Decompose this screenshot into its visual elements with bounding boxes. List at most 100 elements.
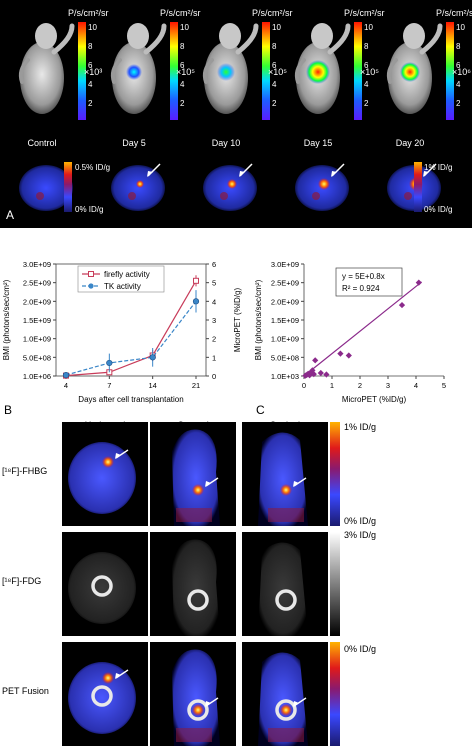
- y-tick-label: 1.5E+09: [271, 316, 299, 325]
- arrow-head-icon: [293, 701, 299, 707]
- pet-scale-bottom-right: 0% ID/g: [424, 205, 452, 214]
- panel-c-scatter-chart: 3.0E+09 2.5E+09 2.0E+09 1.5E+09 1.0E+09 5.0E+…: [254, 260, 446, 417]
- mouse-day-label: Control: [27, 138, 56, 148]
- panel-c-letter: C: [256, 403, 265, 417]
- mouse-head: [219, 23, 241, 49]
- regression-line: [303, 281, 422, 377]
- coronal-slice: [172, 539, 220, 636]
- panel-d: HorizontalCoronalSagittal[¹⁸F]-FHBG[¹⁸F]…: [0, 420, 472, 750]
- pet-scale-bar-right: [414, 162, 422, 212]
- x-tick-label: 3: [386, 381, 390, 390]
- tumor-hotspot: [102, 672, 114, 684]
- bli-scale-multiplier: ×10⁶: [452, 67, 471, 77]
- data-point: [149, 354, 156, 361]
- regression-equation: y = 5E+0.8x: [342, 272, 385, 281]
- y-tick-label: 2.0E+09: [271, 297, 299, 306]
- heart-ring: [187, 699, 209, 721]
- legend-label: TK activity: [104, 282, 141, 291]
- bli-scale-tick: 4: [272, 80, 277, 89]
- bli-scale-unit: P/s/cm²/sr: [252, 8, 293, 18]
- panel-b-line-chart: 3.0E+09 2.5E+09 2.0E+09 1.5E+09 1.0E+09 5.0E+…: [2, 260, 242, 417]
- pet-spine-signal: [36, 192, 44, 200]
- tumor-hotspot: [280, 704, 292, 716]
- row-label: PET Fusion: [2, 686, 49, 696]
- legend-marker: [88, 283, 94, 289]
- data-point: [106, 359, 113, 367]
- scale-top-label: 3% ID/g: [344, 530, 376, 540]
- bli-scale-unit: P/s/cm²/sr: [68, 8, 109, 18]
- right-tick-label: 6: [212, 260, 216, 269]
- bli-scale-tick: 10: [180, 23, 189, 32]
- bli-scale-tick: 2: [456, 99, 461, 108]
- axial-slice: [68, 442, 136, 514]
- left-tick-label: 2.5E+09: [23, 279, 51, 288]
- tumor-hotspot: [192, 484, 204, 496]
- y-tick-label: 2.5E+09: [271, 279, 299, 288]
- panel-a-figure: P/s/cm²/sr 10 8 6 4 2 ×10³ Control P/s/cm²/sr 10 8…: [18, 8, 472, 214]
- mouse-body: [20, 42, 64, 114]
- pet-tumor-signal: [227, 179, 237, 189]
- pet-tumor-signal: [136, 180, 144, 188]
- panel-a-letter: A: [6, 208, 15, 222]
- right-axis-label: MicroPET (%ID/g): [233, 288, 242, 353]
- arrow-head-icon: [331, 171, 337, 177]
- bli-scale-tick: 2: [272, 99, 277, 108]
- pet-scale-bottom-left: 0% ID/g: [75, 205, 103, 214]
- mouse-head: [127, 23, 149, 49]
- mouse-arm: [143, 23, 167, 55]
- data-point: [193, 277, 199, 284]
- x-tick-label: 1: [330, 381, 334, 390]
- tumor-hotspot: [192, 704, 204, 716]
- bli-scale-tick: 8: [272, 42, 277, 51]
- panel-a: P/s/cm²/sr 10 8 6 4 2 ×10³ Control P/s/cm²/sr 10 8…: [0, 0, 472, 228]
- bli-scale-multiplier: ×10⁵: [176, 67, 195, 77]
- pet-scale-top-left: 0.5% ID/g: [75, 163, 110, 172]
- panel-b-letter: B: [4, 403, 12, 417]
- mouse-arm: [327, 23, 351, 55]
- sagittal-slice: [258, 542, 308, 636]
- pet-scale-top-right: 1% ID/g: [424, 163, 452, 172]
- bli-scale-bar: [354, 22, 362, 120]
- background-signal: [176, 508, 212, 522]
- heart-ring: [275, 589, 297, 611]
- bli-scale-tick: 8: [88, 42, 93, 51]
- sagittal-slice: [258, 652, 308, 746]
- fusion-scale-bar: [330, 642, 340, 746]
- bli-scale-tick: 8: [364, 42, 369, 51]
- bli-signal: [217, 63, 235, 81]
- tumor-hotspot: [280, 484, 292, 496]
- bli-scale-tick: 6: [88, 61, 93, 70]
- scale-top-label: 1% ID/g: [344, 422, 376, 432]
- x-tick-label: 5: [442, 381, 446, 390]
- data-point: [62, 371, 70, 379]
- arrow-head-icon: [147, 171, 153, 177]
- bli-scale-tick: 6: [364, 61, 369, 70]
- left-tick-label: 5.0E+08: [23, 353, 51, 362]
- right-tick-label: 0: [212, 372, 216, 381]
- r-squared: R² = 0.924: [342, 284, 380, 293]
- data-point: [317, 369, 324, 377]
- bli-scale-unit: P/s/cm²/sr: [160, 8, 201, 18]
- arrow-head-icon: [205, 481, 211, 487]
- y-tick-label: 1.0E+03: [271, 372, 299, 381]
- bli-signal: [400, 62, 420, 82]
- bli-scale-tick: 6: [272, 61, 277, 70]
- mouse-leg: [386, 58, 398, 84]
- bli-scale-bar: [262, 22, 270, 120]
- plot-frame: [55, 263, 207, 377]
- bli-scale-tick: 8: [180, 42, 185, 51]
- data-point: [312, 357, 319, 364]
- left-tick-label: 1.5E+09: [23, 316, 51, 325]
- x-axis-label: MicroPET (%ID/g): [342, 395, 407, 404]
- bli-scale-tick: 10: [272, 23, 281, 32]
- x-tick-label: 4: [414, 381, 418, 390]
- bli-scale-tick: 2: [180, 99, 185, 108]
- annotation-box: [335, 267, 403, 297]
- right-tick-label: 2: [212, 335, 216, 344]
- bli-scale-multiplier: ×10⁵: [268, 67, 287, 77]
- mouse-head: [35, 23, 57, 49]
- bli-scale-tick: 4: [364, 80, 369, 89]
- bli-signal: [126, 64, 142, 80]
- pet-scale-bar-left: [64, 162, 72, 212]
- scale-bottom-label: 0% ID/g: [344, 644, 376, 654]
